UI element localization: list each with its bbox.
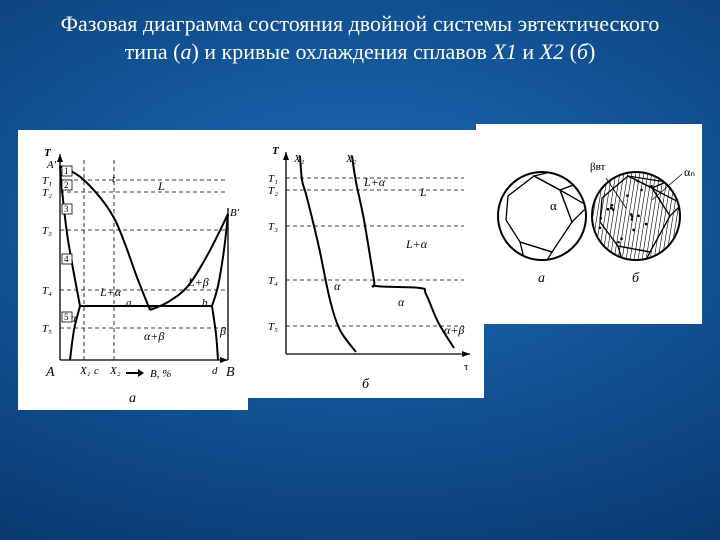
title-b-ital: б	[577, 39, 588, 64]
svg-text:L: L	[157, 179, 165, 193]
title-line2c: ) и кривые охлаждения сплавов	[191, 39, 492, 64]
svg-text:L+β: L+β	[187, 275, 209, 289]
svg-text:B, %: B, %	[150, 368, 171, 380]
svg-text:1: 1	[64, 166, 69, 176]
panel-cooling-curves: Tτ T₁T₂ T₃ T₄ T₅ X₁ X₂ L L+α L+α α α α+β б	[248, 130, 484, 398]
svg-text:α+β: α+β	[144, 329, 164, 343]
svg-text:B: B	[226, 365, 235, 380]
title-x1: Х1	[492, 39, 516, 64]
title-line2a: типа (	[125, 39, 181, 64]
svg-text:βвт: βвт	[590, 161, 606, 173]
svg-text:T₅: T₅	[268, 321, 278, 333]
slide: { "title": { "line1": "Фазовая диаграмма…	[0, 0, 720, 540]
svg-text:T₁: T₁	[268, 173, 278, 185]
svg-text:X₂: X₂	[345, 153, 357, 165]
svg-text:α: α	[550, 198, 557, 213]
svg-text:T: T	[44, 147, 52, 159]
svg-text:t: t	[112, 173, 116, 185]
slide-title: Фазовая диаграмма состояния двойной сист…	[0, 10, 720, 65]
svg-text:c: c	[94, 365, 99, 377]
svg-text:T₄: T₄	[42, 285, 52, 297]
svg-text:X₁: X₁	[293, 153, 305, 165]
svg-text:e: e	[150, 301, 155, 313]
svg-text:T₃: T₃	[268, 221, 278, 233]
svg-text:b: b	[202, 297, 208, 309]
svg-text:αₙ: αₙ	[684, 165, 695, 179]
title-x2: Х2	[540, 39, 564, 64]
title-line1: Фазовая диаграмма состояния двойной сист…	[61, 11, 660, 36]
panel-row: B, %T₁T₂T₃T₄T₅A'B'TABX₁cX₂dLL+αL+βαβα+βa…	[18, 130, 702, 410]
svg-text:τ: τ	[464, 361, 469, 373]
svg-text:L+α: L+α	[405, 237, 428, 251]
svg-text:T₃: T₃	[42, 225, 52, 237]
svg-text:X₁: X₁	[79, 365, 91, 377]
svg-text:а: а	[538, 271, 545, 286]
svg-text:5: 5	[64, 312, 69, 322]
svg-text:T₄: T₄	[268, 275, 278, 287]
svg-text:T: T	[272, 145, 280, 157]
svg-text:T₅: T₅	[42, 323, 52, 335]
svg-text:а: а	[129, 391, 136, 406]
svg-text:L+α: L+α	[99, 285, 122, 299]
svg-text:d: d	[212, 365, 218, 377]
svg-text:б: б	[362, 377, 370, 392]
svg-text:β: β	[219, 324, 226, 338]
title-line2g: (	[564, 39, 577, 64]
svg-text:T₁: T₁	[42, 175, 52, 187]
title-line2i: )	[588, 39, 595, 64]
title-a-ital: а	[180, 39, 191, 64]
svg-text:α: α	[398, 295, 405, 309]
svg-text:T₂: T₂	[42, 187, 52, 199]
svg-text:4: 4	[64, 254, 69, 264]
svg-text:L: L	[419, 185, 427, 199]
svg-text:A': A'	[46, 159, 57, 171]
title-line2e: и	[517, 39, 540, 64]
svg-text:б: б	[632, 271, 640, 286]
svg-text:L+α: L+α	[363, 175, 386, 189]
svg-text:α+β: α+β	[444, 323, 464, 337]
svg-text:α: α	[334, 279, 341, 293]
svg-text:B': B'	[230, 207, 240, 219]
svg-text:T₂: T₂	[268, 185, 278, 197]
svg-text:X₂: X₂	[109, 365, 121, 377]
svg-text:A: A	[45, 365, 55, 380]
svg-text:3: 3	[64, 204, 69, 214]
panel-microstructures: α αₙ βвт а б	[476, 124, 702, 324]
svg-text:2: 2	[64, 180, 69, 190]
svg-text:a: a	[126, 297, 132, 309]
panel-phase-diagram: B, %T₁T₂T₃T₄T₅A'B'TABX₁cX₂dLL+αL+βαβα+βa…	[18, 130, 248, 410]
